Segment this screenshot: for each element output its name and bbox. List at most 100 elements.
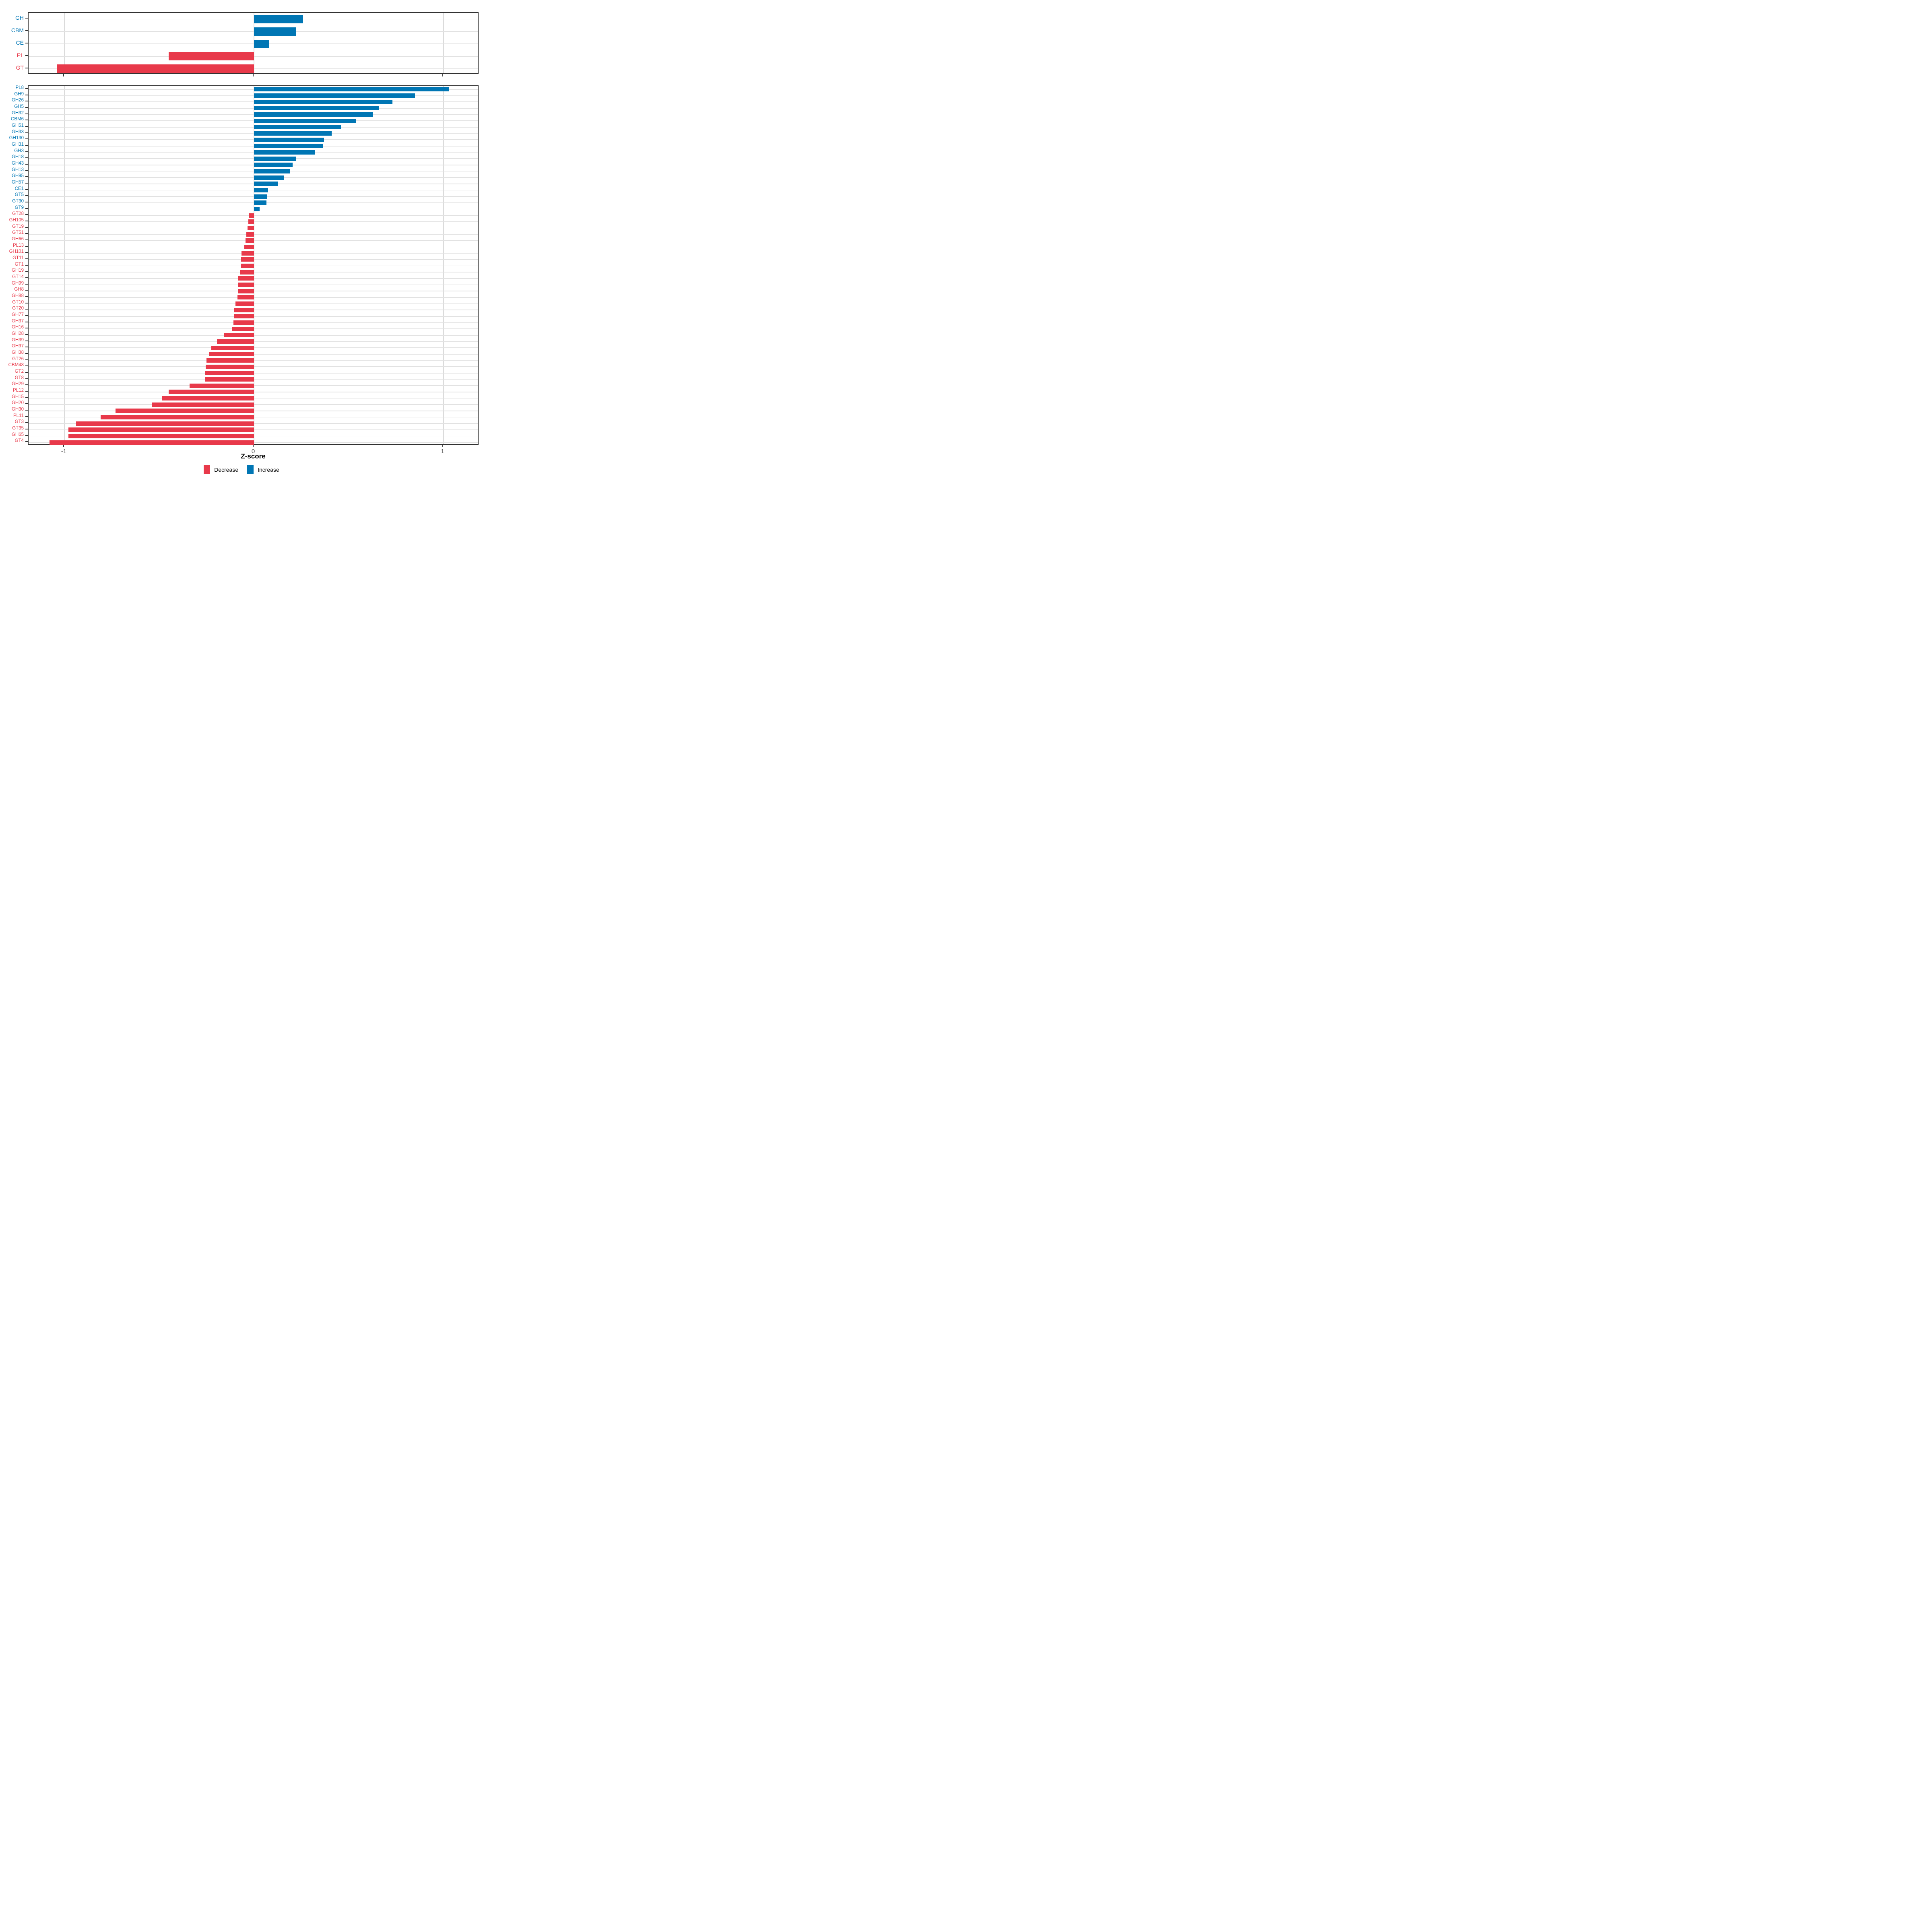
y-label-GH66: GH66 [11, 237, 24, 242]
y-tick-CBM [25, 30, 28, 31]
y-label-PL8: PL8 [15, 85, 24, 91]
y-tick-GH3 [25, 151, 28, 152]
bar-GH28 [223, 333, 254, 338]
y-label-PL12: PL12 [13, 388, 24, 393]
y-tick-GT20 [25, 309, 28, 310]
x-tick-label: -1 [61, 448, 67, 455]
y-tick-GT14 [25, 277, 28, 278]
y-tick-GT8 [25, 378, 28, 379]
bar-PL8 [254, 87, 449, 92]
y-label-GH101: GH101 [9, 249, 24, 254]
bar-GT2 [205, 371, 254, 376]
y-label-PL13: PL13 [13, 243, 24, 248]
legend-label-increase: Increase [258, 466, 279, 473]
y-tick-GH31 [25, 144, 28, 146]
y-tick-GT26 [25, 359, 28, 360]
bar-GH51 [254, 125, 341, 130]
bar-GH105 [248, 219, 254, 224]
y-tick-GH99 [25, 283, 28, 285]
y-label-PL11: PL11 [13, 413, 24, 418]
y-tick-GH95 [25, 176, 28, 178]
y-label-GT8: GT8 [14, 375, 24, 380]
y-gridline [29, 43, 478, 44]
y-tick-PL [25, 55, 28, 56]
y-gridline [29, 208, 478, 210]
bar-GH95 [254, 175, 285, 180]
y-tick-GH15 [25, 397, 28, 398]
y-label-CE1: CE1 [14, 186, 24, 191]
bar-GT [57, 64, 254, 73]
bar-GT51 [246, 232, 254, 237]
y-gridline [29, 202, 478, 203]
y-label-GT4: GT4 [14, 438, 24, 444]
y-gridline [29, 31, 478, 32]
y-label-GT9: GT9 [14, 205, 24, 210]
y-gridline [29, 177, 478, 178]
y-label-GH77: GH77 [11, 312, 24, 318]
decrease-swatch-icon [204, 465, 211, 474]
bar-GT35 [68, 427, 254, 432]
bar-GH97 [211, 345, 254, 350]
y-tick-GT11 [25, 258, 28, 259]
y-label-GT10: GT10 [12, 299, 24, 305]
y-label-GH9: GH9 [14, 91, 24, 97]
legend: Decrease Increase [0, 465, 483, 474]
bar-GH8 [238, 289, 254, 293]
y-label-GH95: GH95 [11, 173, 24, 179]
y-label-GH88: GH88 [11, 293, 24, 299]
y-label-GH32: GH32 [11, 110, 24, 116]
x-tick [63, 445, 64, 447]
y-label-GH31: GH31 [11, 142, 24, 147]
y-tick-GT51 [25, 233, 28, 234]
y-gridline [29, 114, 478, 115]
bar-GT10 [235, 301, 254, 306]
y-gridline [29, 19, 478, 20]
y-gridline [29, 152, 478, 153]
bar-GH130 [254, 137, 324, 142]
x-gridline [443, 86, 444, 444]
x-tick [63, 74, 64, 76]
y-label-GT1: GT1 [14, 262, 24, 267]
bar-GT28 [249, 213, 254, 218]
bar-GH26 [254, 99, 392, 104]
y-label-GH43: GH43 [11, 161, 24, 166]
y-label-GT28: GT28 [12, 211, 24, 217]
bar-CBM [254, 27, 296, 36]
y-label-CBM: CBM [11, 27, 24, 34]
y-label-GH20: GH20 [11, 400, 24, 406]
y-tick-GT2 [25, 372, 28, 373]
y-gridline [29, 171, 478, 172]
bar-GH77 [234, 314, 254, 319]
y-tick-GT3 [25, 422, 28, 423]
y-tick-GH28 [25, 334, 28, 335]
y-gridline [29, 89, 478, 90]
y-label-GH13: GH13 [11, 167, 24, 172]
y-label-GH29: GH29 [11, 382, 24, 387]
x-tick [253, 74, 254, 76]
bar-PL12 [169, 390, 254, 394]
y-tick-PL11 [25, 416, 28, 417]
bar-GH18 [254, 156, 296, 161]
y-gridline [29, 196, 478, 197]
y-label-GH30: GH30 [11, 407, 24, 412]
y-label-GH105: GH105 [9, 218, 24, 223]
bar-GT5 [254, 194, 267, 199]
y-label-GH5: GH5 [14, 104, 24, 109]
bar-PL11 [100, 415, 254, 419]
y-label-GT3: GT3 [14, 419, 24, 425]
y-label-GH33: GH33 [11, 129, 24, 134]
y-label-GT: GT [16, 64, 24, 71]
bar-GH38 [209, 352, 254, 357]
y-label-GT51: GT51 [12, 230, 24, 235]
y-label-GT26: GT26 [12, 356, 24, 361]
y-tick-GH66 [25, 239, 28, 240]
y-label-GH65: GH65 [11, 432, 24, 437]
bar-GH88 [237, 295, 254, 300]
y-tick-PL8 [25, 88, 28, 89]
y-label-CBM48: CBM48 [8, 363, 24, 368]
y-label-GT30: GT30 [12, 199, 24, 204]
x-gridline [64, 86, 65, 444]
bar-GT11 [241, 257, 254, 262]
bar-CE1 [254, 188, 268, 192]
bar-GT3 [76, 421, 254, 426]
